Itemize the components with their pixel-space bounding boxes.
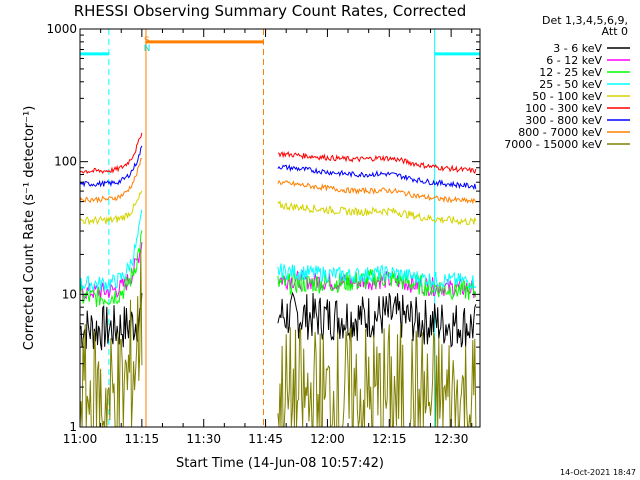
legend-entry: 800 - 7000 keV [518,126,602,139]
series-line-pre [79,230,143,308]
x-tick-label: 12:15 [372,432,407,446]
y-axis-label: Corrected Count Rate (s⁻¹ detector⁻¹) [22,106,37,351]
series-line-pre [79,145,143,188]
series-lines [79,132,477,428]
legend-header: Att 0 [602,25,628,38]
series-7 [79,158,477,205]
flag-n: N [144,44,151,54]
flag-s: S [144,36,150,46]
series-line-post [277,200,477,226]
x-tick-label: 11:15 [125,432,160,446]
x-tick-label: 11:30 [186,432,221,446]
y-tick-label: 1000 [46,22,77,36]
legend-entry: 100 - 300 keV [525,102,602,115]
series-line-post [277,179,477,205]
series-line-post [277,263,477,291]
legend-entry: 12 - 25 keV [539,66,602,79]
chart-title: RHESSI Observing Summary Count Rates, Co… [74,2,467,20]
timestamp: 14-Oct-2021 18:47 [560,468,636,477]
series-5 [79,132,477,175]
y-tick-label: 1 [69,420,77,434]
legend-header: Det 1,3,4,5,6,9, [542,14,628,27]
series-4 [79,190,477,226]
series-line-post [277,150,477,174]
legend-entry: 7000 - 15000 keV [504,138,602,151]
x-tick-label: 11:45 [248,432,283,446]
series-line-pre [79,293,143,351]
x-tick-label: 12:00 [310,432,345,446]
series-line-pre [79,158,142,204]
series-line-pre [79,209,143,292]
y-tick-label: 10 [62,287,77,301]
series-line-pre [79,190,143,226]
series-0 [79,291,477,351]
x-tick-label: 12:30 [434,432,469,446]
attenuator-markers [79,29,481,427]
legend-entry: 50 - 100 keV [532,90,602,103]
x-axis: 11:00 11:15 11:30 11:45 12:00 12:15 12:30 [63,29,473,446]
series-6 [79,145,477,191]
series-line-post [277,291,477,348]
x-tick-label: 11:00 [63,432,98,446]
x-axis-label: Start Time (14-Jun-08 10:57:42) [176,456,384,471]
series-line-pre [79,132,143,175]
legend-entry: 6 - 12 keV [546,54,602,67]
legend-entry: 25 - 50 keV [539,78,602,91]
plot-frame [79,28,481,428]
legend-entry: 3 - 6 keV [553,42,602,55]
series-3 [79,209,477,292]
y-tick-label: 100 [54,155,77,169]
legend-entry: 300 - 800 keV [525,114,602,127]
y-axis: 1 10 100 1000 [46,22,480,434]
series-line-post [277,163,477,191]
